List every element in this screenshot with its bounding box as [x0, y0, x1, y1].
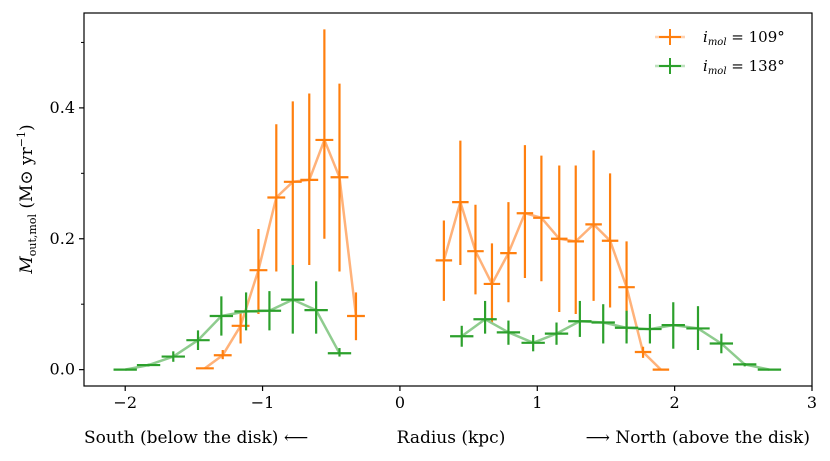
legend-label-109: imol = 109° — [703, 28, 785, 48]
series-1-point — [304, 281, 328, 334]
series-0-point — [330, 83, 349, 272]
y-axis-label-units: (M⊙ yr — [17, 146, 37, 208]
series-1 — [113, 264, 782, 371]
series-0-point — [467, 204, 484, 295]
tick-layer: −2 −1 0 1 2 3 0.0 0.2 0.4 — [50, 41, 817, 412]
series-0-point — [283, 101, 302, 265]
y-axis-label-units-sup: −1 — [15, 131, 28, 147]
y-axis-label-sub: out,mol — [26, 214, 39, 257]
x-axis-label-south: South (below the disk) ⟵ — [84, 428, 308, 448]
series-1-point — [209, 296, 234, 336]
series-0-point — [551, 165, 568, 313]
x-tick-label-1: 1 — [532, 393, 542, 412]
series-0-point — [516, 145, 534, 279]
series-0-point — [500, 202, 517, 303]
x-tick-label-0: 0 — [395, 393, 405, 412]
svg-text:Mout,mol (M⊙ yr−1): Mout,mol (M⊙ yr−1) — [15, 124, 39, 274]
series-1-point — [473, 300, 497, 334]
series-1-point — [661, 302, 685, 349]
y-tick-label-0: 0.0 — [50, 360, 75, 379]
series-0-point — [267, 124, 286, 272]
x-tick-label--2: −2 — [113, 393, 137, 412]
x-tick-label-2: 2 — [670, 393, 680, 412]
series-0-point — [435, 220, 453, 301]
series-0-point — [585, 150, 602, 301]
series-0-point — [347, 292, 365, 341]
series-0-point — [567, 165, 584, 315]
series-1-point — [496, 320, 521, 345]
series-1-point — [450, 325, 474, 347]
y-tick-label-0.2: 0.2 — [50, 229, 75, 248]
series-1-line-0 — [124, 298, 341, 371]
series-1-point — [544, 322, 569, 345]
series-0 — [195, 29, 670, 371]
series-1-point — [327, 348, 352, 357]
legend-label-138: imol = 138° — [703, 57, 785, 77]
series-0-line-1 — [442, 200, 662, 371]
series-0-point — [213, 350, 232, 360]
series-1-point — [281, 264, 305, 334]
series-1-point — [521, 334, 545, 352]
y-axis-label-units-close: ) — [17, 124, 37, 131]
plot-frame — [83, 12, 813, 387]
legend: imol = 109° imol = 138° — [655, 28, 785, 77]
y-axis-label-main: M — [17, 256, 37, 275]
series-1-point — [568, 300, 592, 337]
series-1-point — [257, 291, 282, 331]
x-axis-label: Radius (kpc) — [397, 428, 506, 448]
series-1-point — [186, 330, 210, 351]
series-1-point — [136, 363, 161, 367]
series-1-point — [591, 304, 615, 344]
series-1-point — [638, 314, 662, 344]
series-1-point — [709, 333, 734, 354]
series-0-point — [533, 155, 550, 282]
x-axis-label-north: ⟶ North (above the disk) — [586, 428, 810, 448]
series-0-point — [634, 346, 652, 358]
series-0-point — [601, 173, 619, 308]
series-1-point — [234, 292, 258, 331]
series-layer — [113, 29, 782, 371]
series-0-point — [249, 228, 268, 315]
y-tick-label-0.4: 0.4 — [50, 98, 75, 117]
series-1-point — [686, 306, 710, 351]
series-1-point — [614, 310, 639, 344]
series-0-point — [483, 243, 501, 323]
series-1-point — [733, 363, 757, 367]
series-1-line-1 — [460, 318, 770, 371]
series-0-point — [315, 29, 334, 239]
series-0-line-0 — [204, 138, 358, 370]
series-0-point — [452, 140, 469, 265]
x-tick-label--1: −1 — [251, 393, 275, 412]
x-tick-label-3: 3 — [807, 393, 817, 412]
series-1-point — [161, 351, 185, 362]
y-axis-label: Mout,mol (M⊙ yr−1) — [15, 124, 39, 274]
series-0-point — [300, 93, 319, 265]
